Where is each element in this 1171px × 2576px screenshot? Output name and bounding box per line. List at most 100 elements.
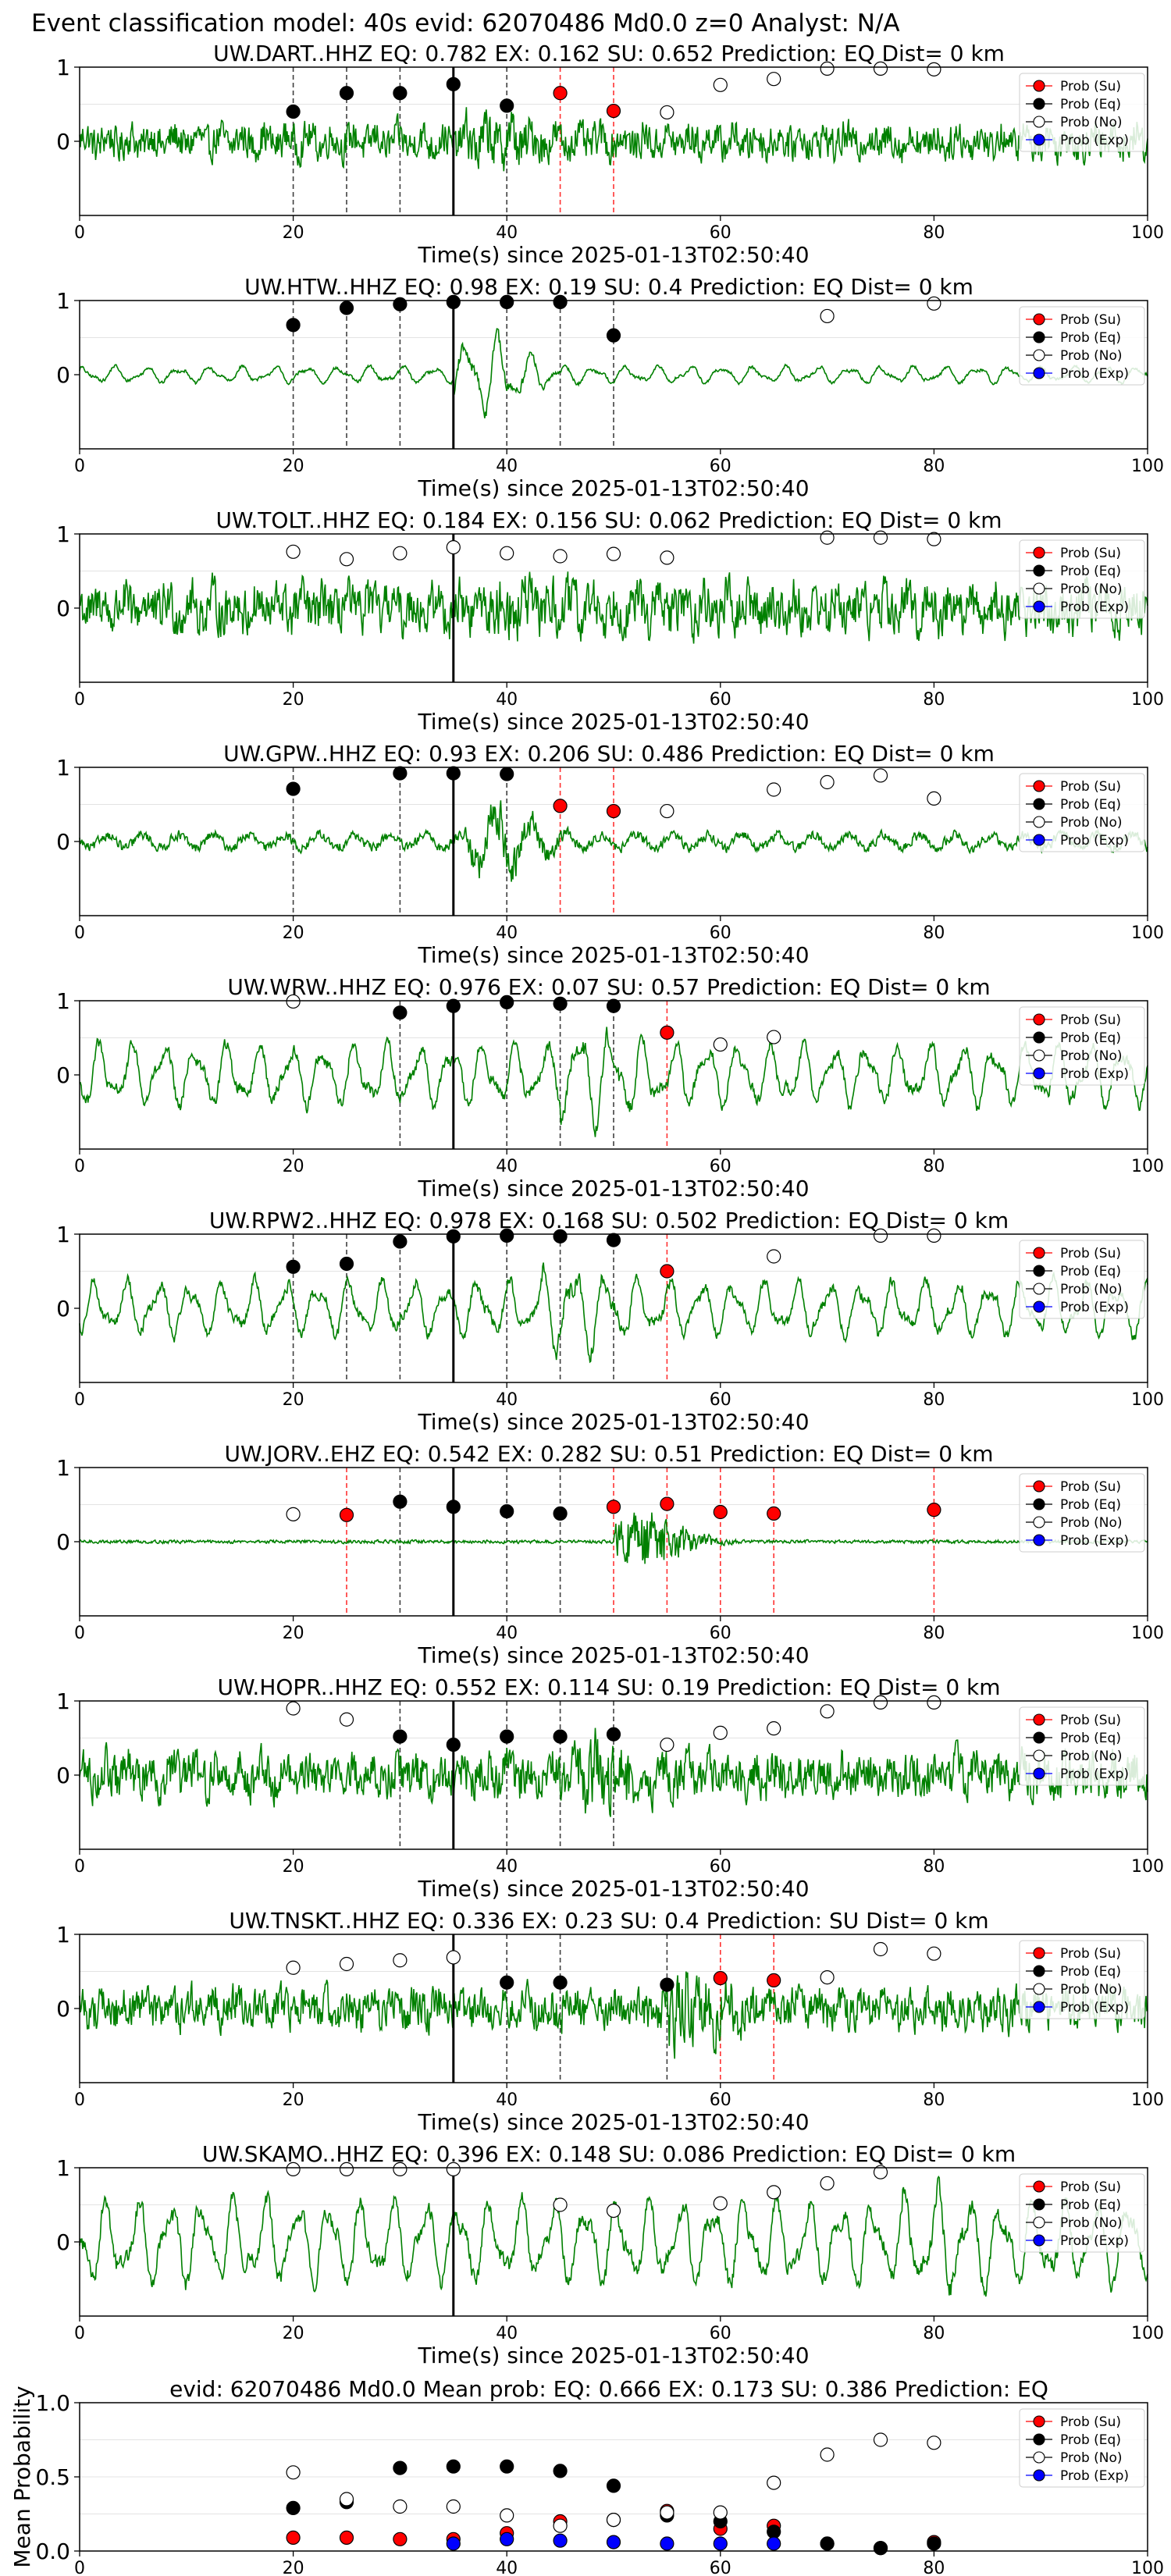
- x-tick-label: 20: [283, 1390, 304, 1410]
- point-no: [393, 2161, 408, 2176]
- point-no: [553, 549, 568, 564]
- point-no: [820, 530, 835, 545]
- legend-marker-su: [1033, 1247, 1045, 1259]
- point-eq: [339, 1256, 354, 1272]
- y-tick-label: 1: [56, 755, 70, 781]
- point-eq: [500, 2459, 514, 2474]
- legend-label: Prob (Exp): [1060, 600, 1129, 615]
- legend-label: Prob (No): [1060, 1982, 1123, 1998]
- point-eq: [553, 996, 568, 1011]
- point-exp: [446, 2536, 461, 2551]
- panel-10: UW.SKAMO..HHZ EQ: 0.396 EX: 0.148 SU: 0.…: [56, 2141, 1164, 2368]
- x-tick-label: 60: [710, 923, 731, 943]
- point-eq: [339, 301, 354, 315]
- panel-7: UW.JORV..EHZ EQ: 0.542 EX: 0.282 SU: 0.5…: [56, 1441, 1164, 1668]
- legend-label: Prob (Su): [1060, 1246, 1121, 1261]
- point-exp: [553, 2533, 568, 2548]
- point-no: [286, 1960, 301, 1975]
- point-no: [820, 308, 835, 324]
- legend-label: Prob (Eq): [1060, 1964, 1121, 1980]
- point-no: [446, 1950, 461, 1965]
- legend-marker-exp: [1033, 367, 1045, 379]
- legend-label: Prob (Exp): [1060, 2233, 1129, 2249]
- point-no: [927, 1946, 941, 1961]
- point-no: [927, 2435, 941, 2450]
- point-no: [820, 1704, 835, 1719]
- x-tick-label: 60: [710, 690, 731, 710]
- legend: Prob (Su) Prob (Eq) Prob (No) Prob (Exp): [1019, 306, 1145, 386]
- x-tick-label: 100: [1131, 923, 1164, 943]
- y-tick-label: 0: [56, 1996, 70, 2022]
- legend-marker-su: [1033, 546, 1045, 559]
- panel-title: UW.HTW..HHZ EQ: 0.98 EX: 0.19 SU: 0.4 Pr…: [244, 274, 973, 300]
- x-tick-label: 20: [283, 2559, 304, 2576]
- point-su: [660, 1264, 674, 1279]
- legend-label: Prob (No): [1060, 115, 1123, 130]
- x-tick-label: 40: [496, 690, 518, 710]
- y-tick-label: 1: [56, 55, 70, 80]
- legend-marker-eq: [1033, 1265, 1045, 1277]
- legend-marker-eq: [1033, 331, 1045, 343]
- point-no: [606, 2204, 621, 2218]
- point-no: [553, 2518, 568, 2533]
- point-eq: [446, 998, 461, 1013]
- x-tick-label: 100: [1131, 1157, 1164, 1176]
- legend-marker-eq: [1033, 1031, 1045, 1044]
- point-eq: [767, 2524, 781, 2539]
- point-su: [606, 803, 621, 819]
- y-tick-label: 0: [56, 596, 70, 621]
- point-exp: [606, 2535, 621, 2549]
- x-tick-label: 60: [710, 2324, 731, 2343]
- waveform-trace: [79, 571, 1148, 644]
- x-tick-label: 100: [1131, 223, 1164, 243]
- point-no: [393, 1953, 408, 1968]
- legend-marker-exp: [1033, 1300, 1045, 1313]
- x-tick-label: 20: [283, 1857, 304, 1877]
- legend-label: Prob (Su): [1060, 1713, 1121, 1728]
- panel-2: UW.HTW..HHZ EQ: 0.98 EX: 0.19 SU: 0.4 Pr…: [56, 274, 1164, 501]
- waveform-trace: [79, 800, 1148, 882]
- legend-marker-exp: [1033, 1067, 1045, 1080]
- legend-box: [1019, 1706, 1145, 1786]
- point-no: [393, 546, 408, 560]
- x-axis-label: Time(s) since 2025-01-13T02:50:40: [417, 475, 809, 501]
- y-tick-label: 1: [56, 2155, 70, 2181]
- panel-4: UW.GPW..HHZ EQ: 0.93 EX: 0.206 SU: 0.486…: [56, 741, 1164, 968]
- point-eq: [393, 1494, 408, 1509]
- point-no: [820, 2447, 835, 2462]
- legend-label: Prob (Exp): [1060, 1533, 1129, 1549]
- y-tick-label: 0: [56, 1062, 70, 1088]
- point-eq: [446, 76, 461, 91]
- legend-marker-su: [1033, 2415, 1045, 2428]
- legend-label: Prob (Su): [1060, 312, 1121, 328]
- x-tick-label: 40: [496, 1624, 518, 1643]
- y-tick-label: 0: [56, 1296, 70, 1322]
- waveform-trace: [79, 328, 1148, 418]
- point-eq: [446, 294, 461, 309]
- point-eq: [500, 1228, 514, 1244]
- x-tick-label: 40: [496, 1157, 518, 1176]
- panel-8: UW.HOPR..HHZ EQ: 0.552 EX: 0.114 SU: 0.1…: [56, 1674, 1164, 1902]
- y-tick-label: 0: [56, 1763, 70, 1788]
- x-axis-label: Time(s) since 2025-01-13T02:50:40: [417, 242, 809, 268]
- legend-marker-exp: [1033, 2234, 1045, 2247]
- y-axis-label: Mean Probability: [9, 2386, 35, 2567]
- legend-label: Prob (Su): [1060, 546, 1121, 561]
- point-no: [500, 2508, 514, 2523]
- point-no: [713, 1725, 728, 1740]
- point-eq: [927, 2536, 941, 2551]
- point-no: [339, 552, 354, 567]
- point-su: [606, 103, 621, 119]
- legend-marker-su: [1033, 780, 1045, 792]
- legend-marker-no: [1033, 1983, 1045, 1995]
- x-tick-label: 20: [283, 923, 304, 943]
- x-tick-label: 80: [923, 690, 945, 710]
- y-tick-label: 0: [56, 2229, 70, 2255]
- legend: Prob (Su) Prob (Eq) Prob (No) Prob (Exp): [1019, 2173, 1145, 2253]
- point-no: [660, 803, 674, 819]
- legend-label: Prob (Eq): [1060, 2432, 1121, 2448]
- x-tick-label: 0: [74, 1157, 85, 1176]
- legend: Prob (Su) Prob (Eq) Prob (No) Prob (Exp): [1019, 2408, 1145, 2488]
- legend-marker-su: [1033, 313, 1045, 326]
- point-no: [446, 539, 461, 555]
